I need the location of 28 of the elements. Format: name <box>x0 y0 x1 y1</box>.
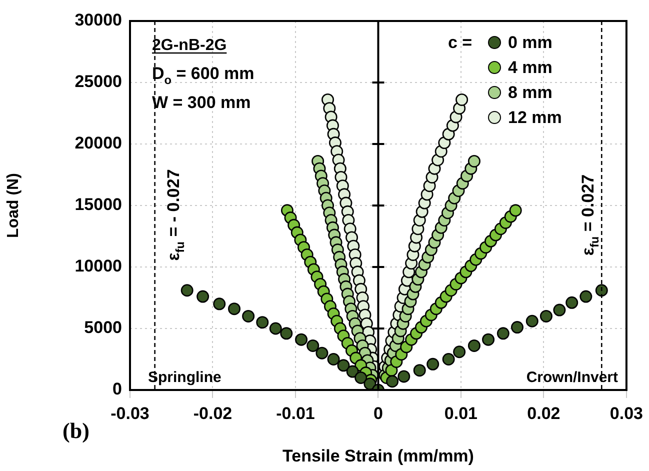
legend-label: 12 mm <box>508 108 562 128</box>
x-tick-label: -0.02 <box>193 404 232 423</box>
y-tick-label: 15000 <box>74 195 122 214</box>
legend-title: c = <box>448 32 474 52</box>
annotation: 2G-nB-2G <box>152 37 227 54</box>
y-tick-label: 20000 <box>74 134 122 153</box>
x-tick-label: 0.03 <box>610 404 644 423</box>
annotation: Springline <box>148 369 222 386</box>
y-tick-label: 0 <box>112 380 122 399</box>
text: (b) <box>62 418 90 443</box>
x-tick-label: 0 <box>373 404 383 423</box>
y-tick-label: 5000 <box>84 318 122 338</box>
y-tick-label: 30000 <box>74 10 122 30</box>
x-axis-title: Tensile Strain (mm/mm) <box>282 446 474 466</box>
legend-label: 8 mm <box>508 82 552 102</box>
x-tick-label: 0.02 <box>527 404 560 423</box>
x-tick-label: -0.01 <box>276 404 315 423</box>
legend-label: 0 mm <box>508 32 552 52</box>
ref-line-label: εfu = - 0.027 <box>164 169 187 261</box>
ref-line-label: εfu = 0.027 <box>578 174 602 256</box>
y-tick-label: 10000 <box>74 256 122 276</box>
y-tick-label: 25000 <box>74 72 122 92</box>
legend-label: 4 mm <box>508 58 552 78</box>
x-tick-label: 0.01 <box>444 404 478 423</box>
x-tick-label: -0.03 <box>110 404 150 423</box>
annotation: Crown/Invert <box>526 369 618 386</box>
annotation: W = 300 mm <box>152 93 251 112</box>
y-axis-title: Load (N) <box>5 173 22 238</box>
